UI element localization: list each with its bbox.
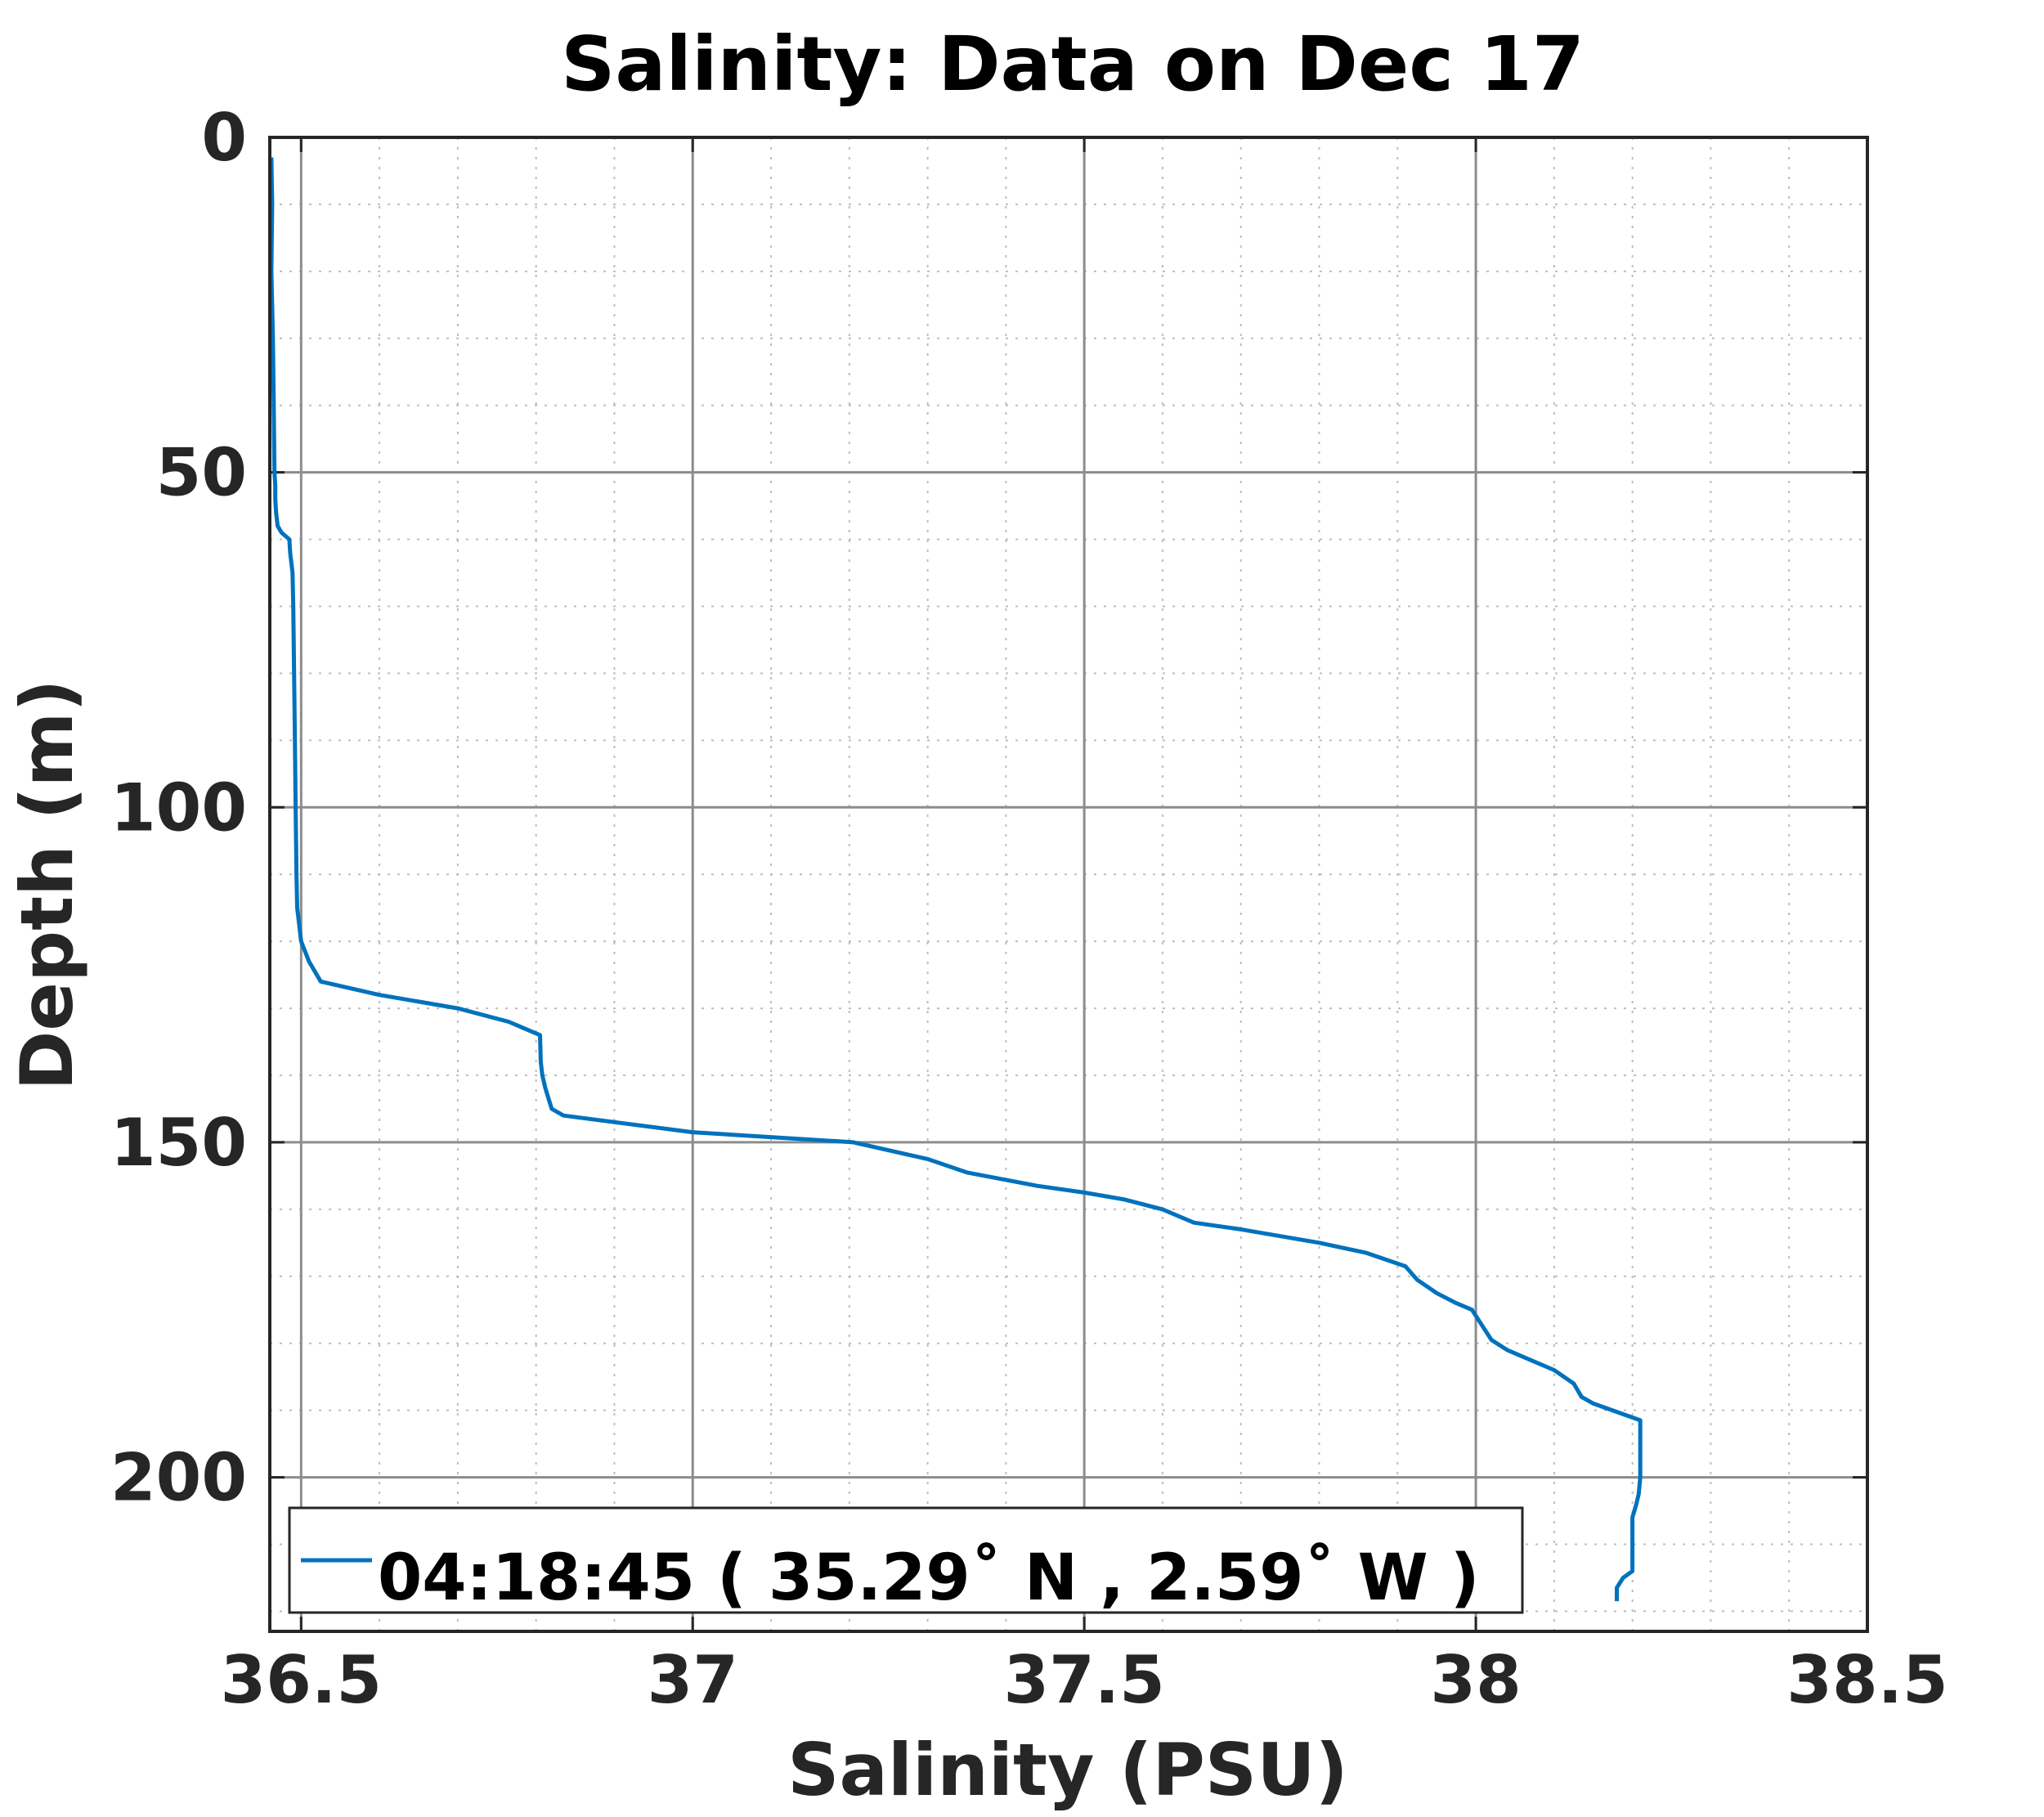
chart-title: Salinity: Data on Dec 17 [561,20,1585,108]
y-tick-label: 150 [110,1105,247,1181]
plot-area [270,137,1867,1631]
x-tick-label: 37 [648,1642,738,1718]
y-tick-label: 0 [201,100,247,176]
y-axis-label: Depth (m) [5,679,89,1090]
legend-box [288,1506,1524,1614]
x-tick-label: 36.5 [221,1642,382,1718]
y-tick-labels: 0 50 100 150 200 [110,100,247,1516]
y-tick-label: 200 [110,1440,247,1516]
x-axis-label: Salinity (PSU) [787,1728,1348,1812]
x-tick-label: 38.5 [1786,1642,1948,1718]
x-tick-labels: 36.5 37 37.5 38 38.5 [221,1642,1948,1718]
legend-entry-label: 04:18:45 ( 35.29˚ N , 2.59˚ W ) [378,1541,1480,1615]
salinity-profile-line [269,157,1643,1602]
legend: 04:18:45 ( 35.29˚ N , 2.59˚ W ) [288,1506,1524,1615]
x-tick-label: 38 [1430,1642,1521,1718]
y-tick-label: 50 [156,435,247,511]
major-grid [270,137,1869,1631]
y-tick-label: 100 [110,769,247,846]
plot-frame [268,136,1869,1633]
x-tick-label: 37.5 [1003,1642,1164,1718]
